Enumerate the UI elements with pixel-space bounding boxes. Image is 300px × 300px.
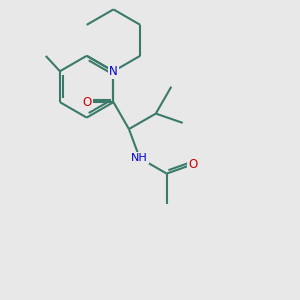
- Text: N: N: [109, 65, 118, 78]
- Text: O: O: [82, 96, 92, 109]
- Text: O: O: [188, 158, 197, 171]
- Text: NH: NH: [131, 153, 148, 163]
